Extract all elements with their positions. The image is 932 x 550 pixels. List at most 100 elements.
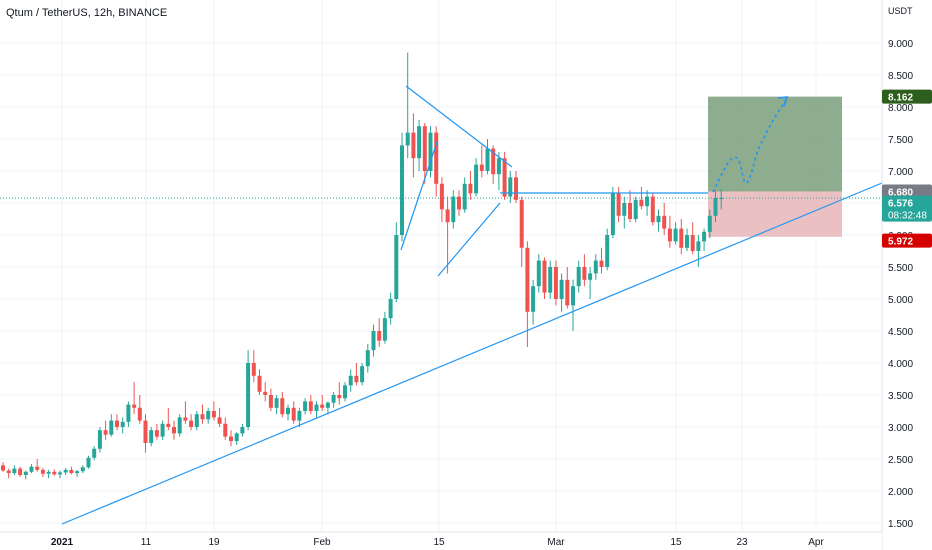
candle-body (211, 411, 216, 418)
candle-body (417, 126, 422, 159)
price-axis-bg (882, 0, 932, 550)
candle-body (645, 196, 650, 207)
candle-body (531, 286, 536, 312)
candle-body (696, 241, 701, 251)
projection-arrowhead (777, 96, 789, 107)
candle-body (656, 215, 661, 223)
price-axis-tick: 8.000 (888, 103, 913, 114)
price-axis-tick: 7.000 (888, 167, 913, 178)
candle-body (137, 407, 142, 421)
candle-body (713, 197, 718, 216)
candle-body (308, 401, 313, 411)
candle-body (115, 420, 119, 427)
candle-body (286, 407, 290, 415)
candle-body (394, 235, 399, 299)
candle-body (553, 267, 558, 299)
candle-body (622, 203, 627, 216)
candle-body (200, 414, 205, 420)
candle-body (605, 235, 610, 267)
time-axis-tick: 23 (736, 537, 748, 548)
candle-body (582, 267, 587, 280)
candle-body (365, 350, 370, 367)
candle-body (707, 215, 712, 232)
candle-body (80, 467, 85, 472)
candle-body (154, 430, 159, 437)
candle-body (166, 423, 171, 427)
candle-body (422, 126, 427, 171)
candle-body (303, 401, 308, 411)
time-axis-bg (0, 532, 882, 550)
candle-body (685, 235, 689, 248)
candle-body (382, 318, 387, 341)
grid-lines (0, 0, 882, 532)
candle-body (291, 407, 296, 421)
candle-body (388, 299, 393, 319)
candle-body (343, 385, 347, 399)
candle-body (445, 209, 450, 223)
candle-body (75, 471, 80, 474)
candle-body (86, 457, 91, 468)
candle-body (297, 411, 302, 421)
candle-body (599, 260, 604, 267)
candle-body (172, 427, 176, 434)
stop-price-tag-bg (882, 233, 932, 248)
price-axis-tick: 4.500 (888, 327, 913, 338)
candle-body (519, 199, 524, 248)
candle-body (588, 273, 593, 280)
candle-body (194, 414, 199, 427)
candle-body (377, 331, 382, 341)
target-zone (708, 96, 842, 192)
time-axis-tick: Feb (313, 537, 331, 548)
price-axis-tick: 7.500 (888, 135, 913, 146)
time-axis-tick: 19 (208, 537, 220, 548)
target-price-tag-bg (882, 89, 932, 104)
candle-body (132, 404, 137, 408)
ascending-trendline (61, 182, 883, 525)
candle-body (491, 148, 496, 175)
time-axis-tick: 15 (433, 537, 445, 548)
price-axis-tick: 5.500 (888, 263, 913, 274)
price-axis-tick: 4.000 (888, 359, 913, 370)
candle-body (223, 423, 228, 437)
candle-body (274, 398, 279, 408)
candle-body (428, 132, 433, 171)
candle-body (229, 436, 233, 442)
candle-body (508, 177, 513, 197)
candle-body (542, 260, 547, 293)
candle-body (457, 196, 461, 210)
candle-body (109, 420, 114, 435)
candle-body (474, 164, 479, 194)
price-axis-tick: 3.000 (888, 423, 913, 434)
candle-body (58, 472, 62, 475)
candle-body (23, 471, 28, 475)
price-axis-tick: 1.500 (888, 519, 913, 530)
candle-body (479, 164, 484, 171)
triangle-upper-line (405, 85, 513, 168)
current-price-tag-bg (882, 195, 932, 222)
candle-body (628, 203, 632, 219)
candle-body (206, 411, 211, 420)
candle-body (325, 402, 330, 408)
candle-body (97, 430, 102, 449)
time-axis-tick: 11 (141, 537, 152, 548)
candle-body (576, 267, 581, 287)
candle-body (251, 363, 256, 376)
candle-body (502, 158, 507, 197)
candle-body (702, 231, 707, 242)
candle-body (690, 235, 695, 251)
candle-body (673, 228, 678, 242)
candle-body (536, 260, 541, 287)
candle-body (571, 286, 575, 306)
candle-body (183, 417, 188, 421)
candle-body (434, 132, 439, 184)
candle-body (246, 363, 251, 427)
candle-body (18, 468, 23, 475)
candle-body (496, 158, 501, 175)
candle-body (514, 177, 518, 200)
candle-body (189, 420, 194, 427)
candle-body (610, 193, 615, 235)
candle-body (103, 430, 108, 435)
candle-body (160, 423, 165, 437)
candle-body (593, 260, 598, 274)
